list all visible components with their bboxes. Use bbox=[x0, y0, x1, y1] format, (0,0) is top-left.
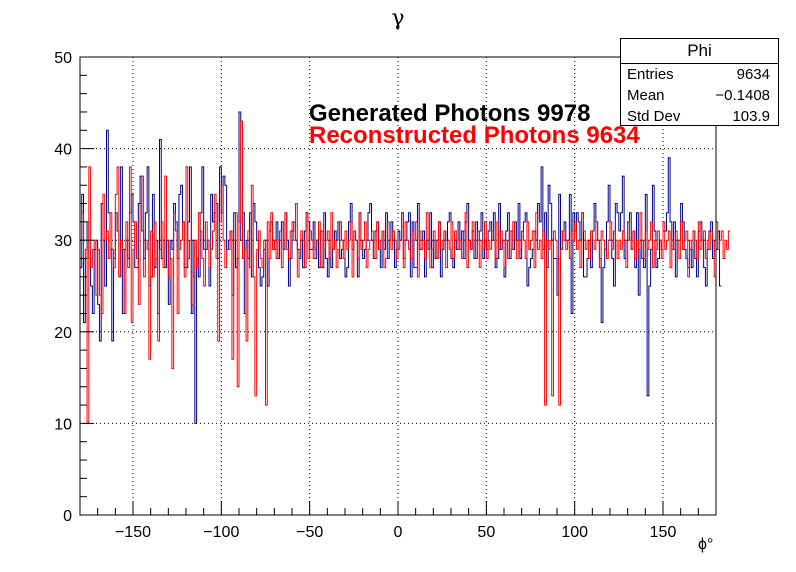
stats-row-stddev: Std Dev 103.9 bbox=[621, 106, 778, 127]
stats-value: 9634 bbox=[736, 66, 770, 83]
stats-label: Std Dev bbox=[627, 108, 681, 125]
x-tick-label: 50 bbox=[477, 524, 495, 541]
x-tick-label: 150 bbox=[650, 524, 677, 541]
x-tick-label: −150 bbox=[115, 524, 151, 541]
x-tick-label: −100 bbox=[203, 524, 239, 541]
stats-row-entries: Entries 9634 bbox=[621, 64, 778, 85]
x-tick-label: 0 bbox=[394, 524, 403, 541]
x-tick-label: 100 bbox=[561, 524, 588, 541]
grid-lines bbox=[80, 56, 716, 516]
stats-value: −0.1408 bbox=[715, 87, 770, 104]
x-axis-label: ϕ° bbox=[698, 536, 714, 553]
stats-title: Phi bbox=[621, 39, 778, 64]
y-tick-label: 10 bbox=[54, 416, 72, 433]
axis-ticks bbox=[79, 56, 717, 516]
legend-reconstructed: Reconstructed Photons 9634 bbox=[309, 122, 640, 149]
y-tick-label: 50 bbox=[54, 50, 72, 67]
stats-label: Mean bbox=[627, 87, 665, 104]
y-tick-label: 40 bbox=[54, 142, 72, 159]
x-tick-label: −50 bbox=[296, 524, 323, 541]
stats-box: Phi Entries 9634 Mean −0.1408 Std Dev 10… bbox=[620, 38, 779, 126]
stats-row-mean: Mean −0.1408 bbox=[621, 85, 778, 106]
y-tick-label: 0 bbox=[63, 508, 72, 525]
stats-label: Entries bbox=[627, 66, 674, 83]
stats-value: 103.9 bbox=[732, 108, 770, 125]
series-reconstructed-line bbox=[80, 120, 731, 424]
y-tick-label: 30 bbox=[54, 233, 72, 250]
chart-title: γ bbox=[391, 6, 405, 31]
series-generated-line bbox=[80, 111, 722, 424]
axis-tick-labels: −150 −100 −50 0 50 100 150 0 10 20 30 40 50 bbox=[54, 50, 676, 541]
y-tick-label: 20 bbox=[54, 325, 72, 342]
series-layer bbox=[80, 111, 731, 424]
legend-generated: Generated Photons 9978 bbox=[309, 100, 591, 127]
